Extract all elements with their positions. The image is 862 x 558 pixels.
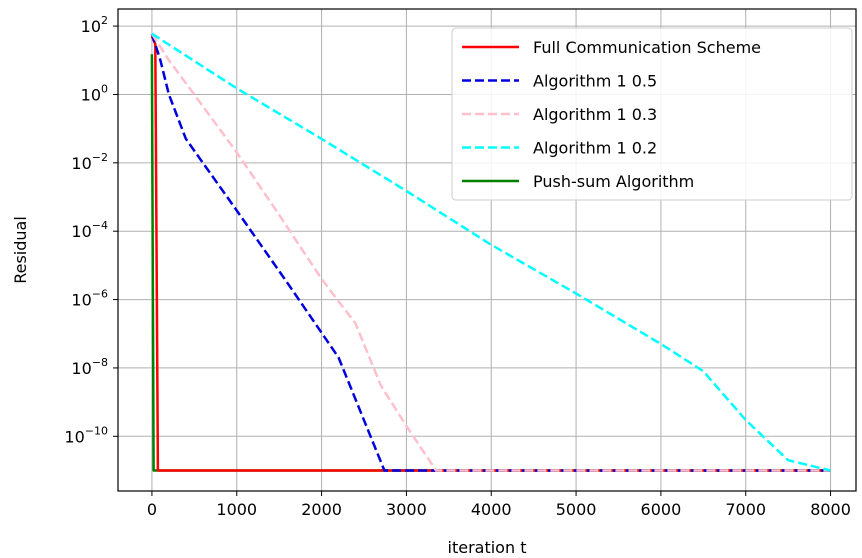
x-tick-label: 7000	[725, 500, 766, 519]
legend-box	[451, 27, 853, 201]
series-line-1	[150, 33, 831, 472]
legend-label-0: Full Communication Scheme	[533, 38, 761, 57]
x-tick-label: 5000	[556, 500, 597, 519]
legend-label-4: Push-sum Algorithm	[533, 172, 694, 191]
plot-frame	[117, 8, 857, 492]
x-tick-label: 0	[147, 500, 157, 519]
series-line-2	[150, 33, 831, 472]
series-line-3	[151, 32, 831, 472]
legend-label-2: Algorithm 1 0.3	[533, 105, 657, 124]
legend: Full Communication Scheme Algorithm 1 0.5…	[451, 27, 853, 201]
x-tick-label: 2000	[301, 500, 342, 519]
y-tick-label: 10−4	[71, 219, 108, 241]
legend-label-3: Algorithm 1 0.2	[533, 139, 657, 158]
y-tick-label: 10−8	[71, 356, 108, 378]
y-tick-label: 10−2	[71, 151, 108, 173]
x-tick-label: 8000	[810, 500, 851, 519]
series-lines	[150, 32, 831, 472]
x-tick-label: 3000	[386, 500, 427, 519]
y-axis-label: Residual	[11, 216, 30, 284]
x-tick-label: 4000	[471, 500, 512, 519]
y-tick-label: 102	[81, 14, 108, 36]
x-tick-label: 1000	[216, 500, 257, 519]
y-axis-ticks: 102 100 10−2 10−4 10−6 10−8 10−10	[64, 14, 118, 446]
x-axis-ticks: 0 1000 2000 3000 4000 5000 6000 7000 8000	[147, 491, 851, 519]
x-axis-label: iteration t	[448, 538, 527, 557]
x-tick-label: 6000	[641, 500, 682, 519]
y-tick-label: 100	[81, 82, 108, 104]
y-tick-label: 10−10	[64, 424, 108, 446]
legend-label-1: Algorithm 1 0.5	[533, 72, 657, 91]
y-tick-label: 10−6	[71, 288, 108, 310]
